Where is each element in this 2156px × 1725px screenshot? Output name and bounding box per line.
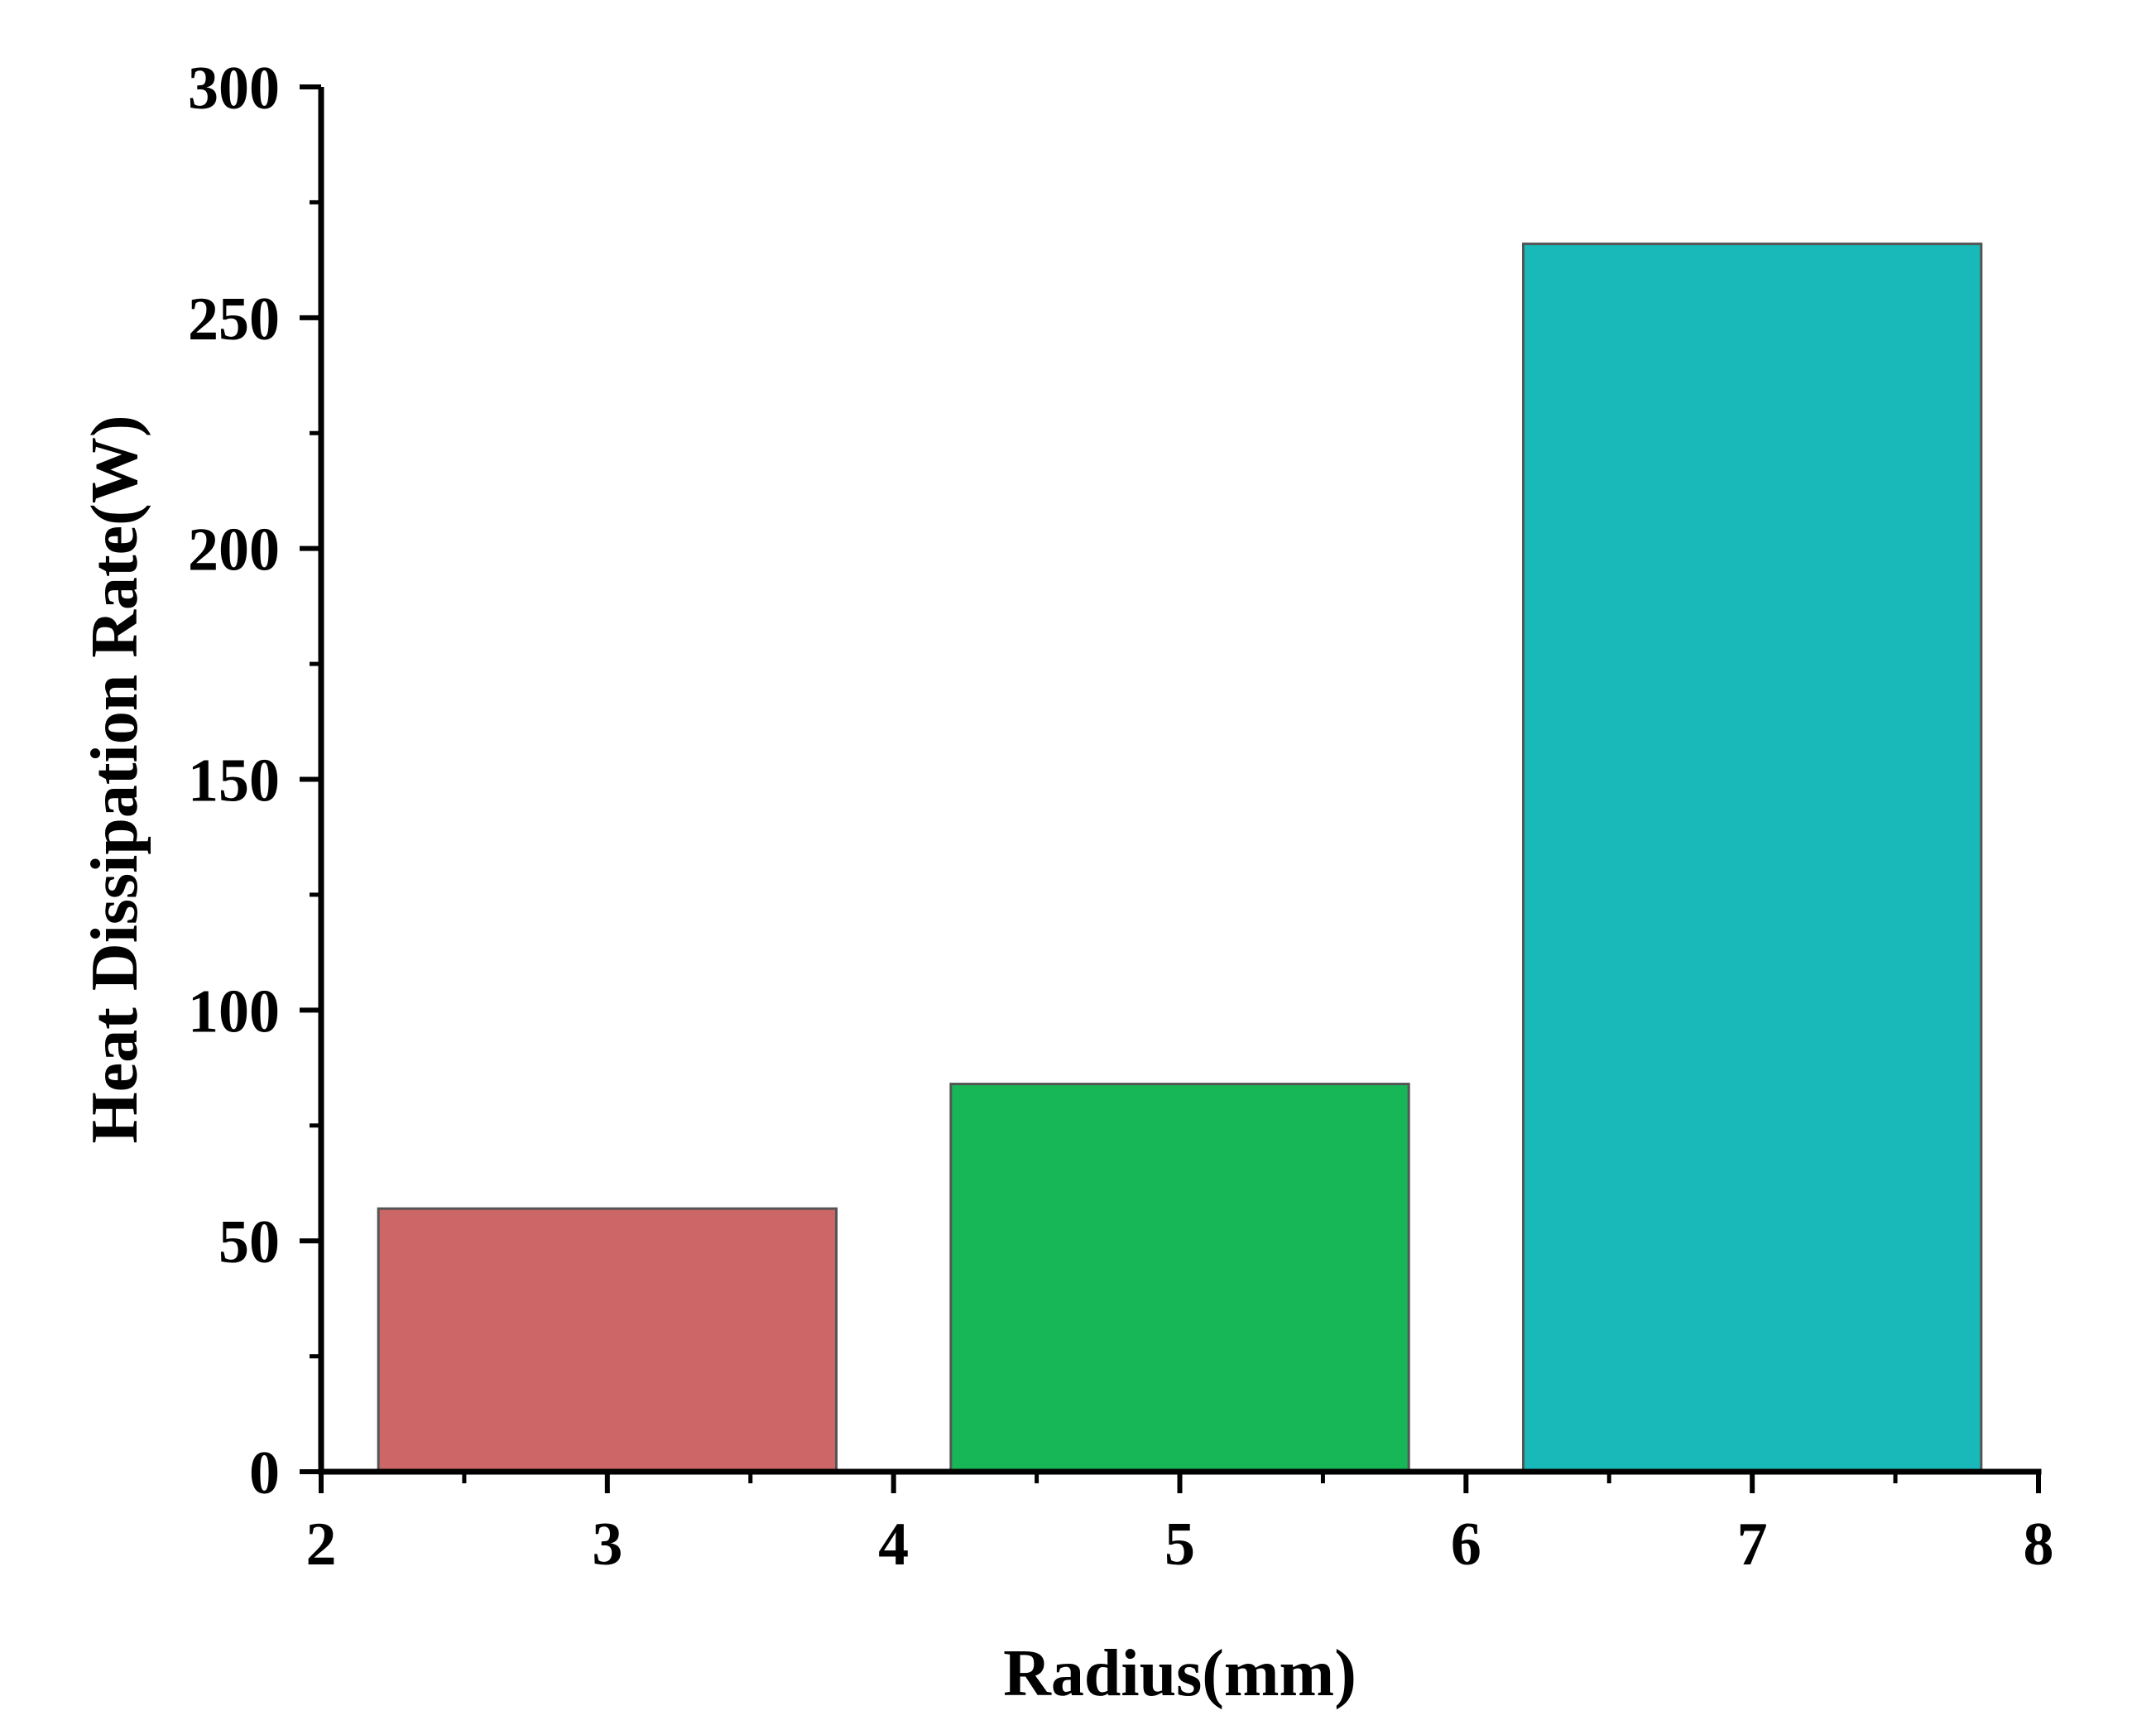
x-ticks: 2 3 4 5 6 7 8 <box>306 1472 2054 1578</box>
bars <box>377 243 1983 1473</box>
y-tick-label: 100 <box>188 978 280 1045</box>
bar-3 <box>377 1207 838 1473</box>
y-tick-label: 250 <box>188 286 280 353</box>
y-tick-label: 300 <box>188 55 280 123</box>
x-tick-label: 7 <box>1737 1511 1768 1578</box>
y-tick-label: 150 <box>188 747 280 815</box>
y-ticks: 0 50 100 150 200 250 300 <box>188 55 321 1507</box>
x-tick-label: 6 <box>1451 1511 1481 1578</box>
x-tick-label: 8 <box>2024 1511 2054 1578</box>
y-axis-title: Heat Dissipation Rate(W) <box>79 416 151 1144</box>
y-tick-label: 0 <box>249 1439 280 1507</box>
y-tick-label: 200 <box>188 517 280 584</box>
x-tick-label: 2 <box>306 1511 337 1578</box>
bar-7 <box>1522 243 1983 1473</box>
x-axis-title: Radius(mm) <box>1003 1637 1357 1710</box>
x-tick-label: 5 <box>1164 1511 1195 1578</box>
x-tick-label: 3 <box>592 1511 622 1578</box>
x-tick-label: 4 <box>878 1511 909 1578</box>
y-tick-label: 50 <box>218 1208 280 1276</box>
bar-5 <box>949 1083 1410 1473</box>
